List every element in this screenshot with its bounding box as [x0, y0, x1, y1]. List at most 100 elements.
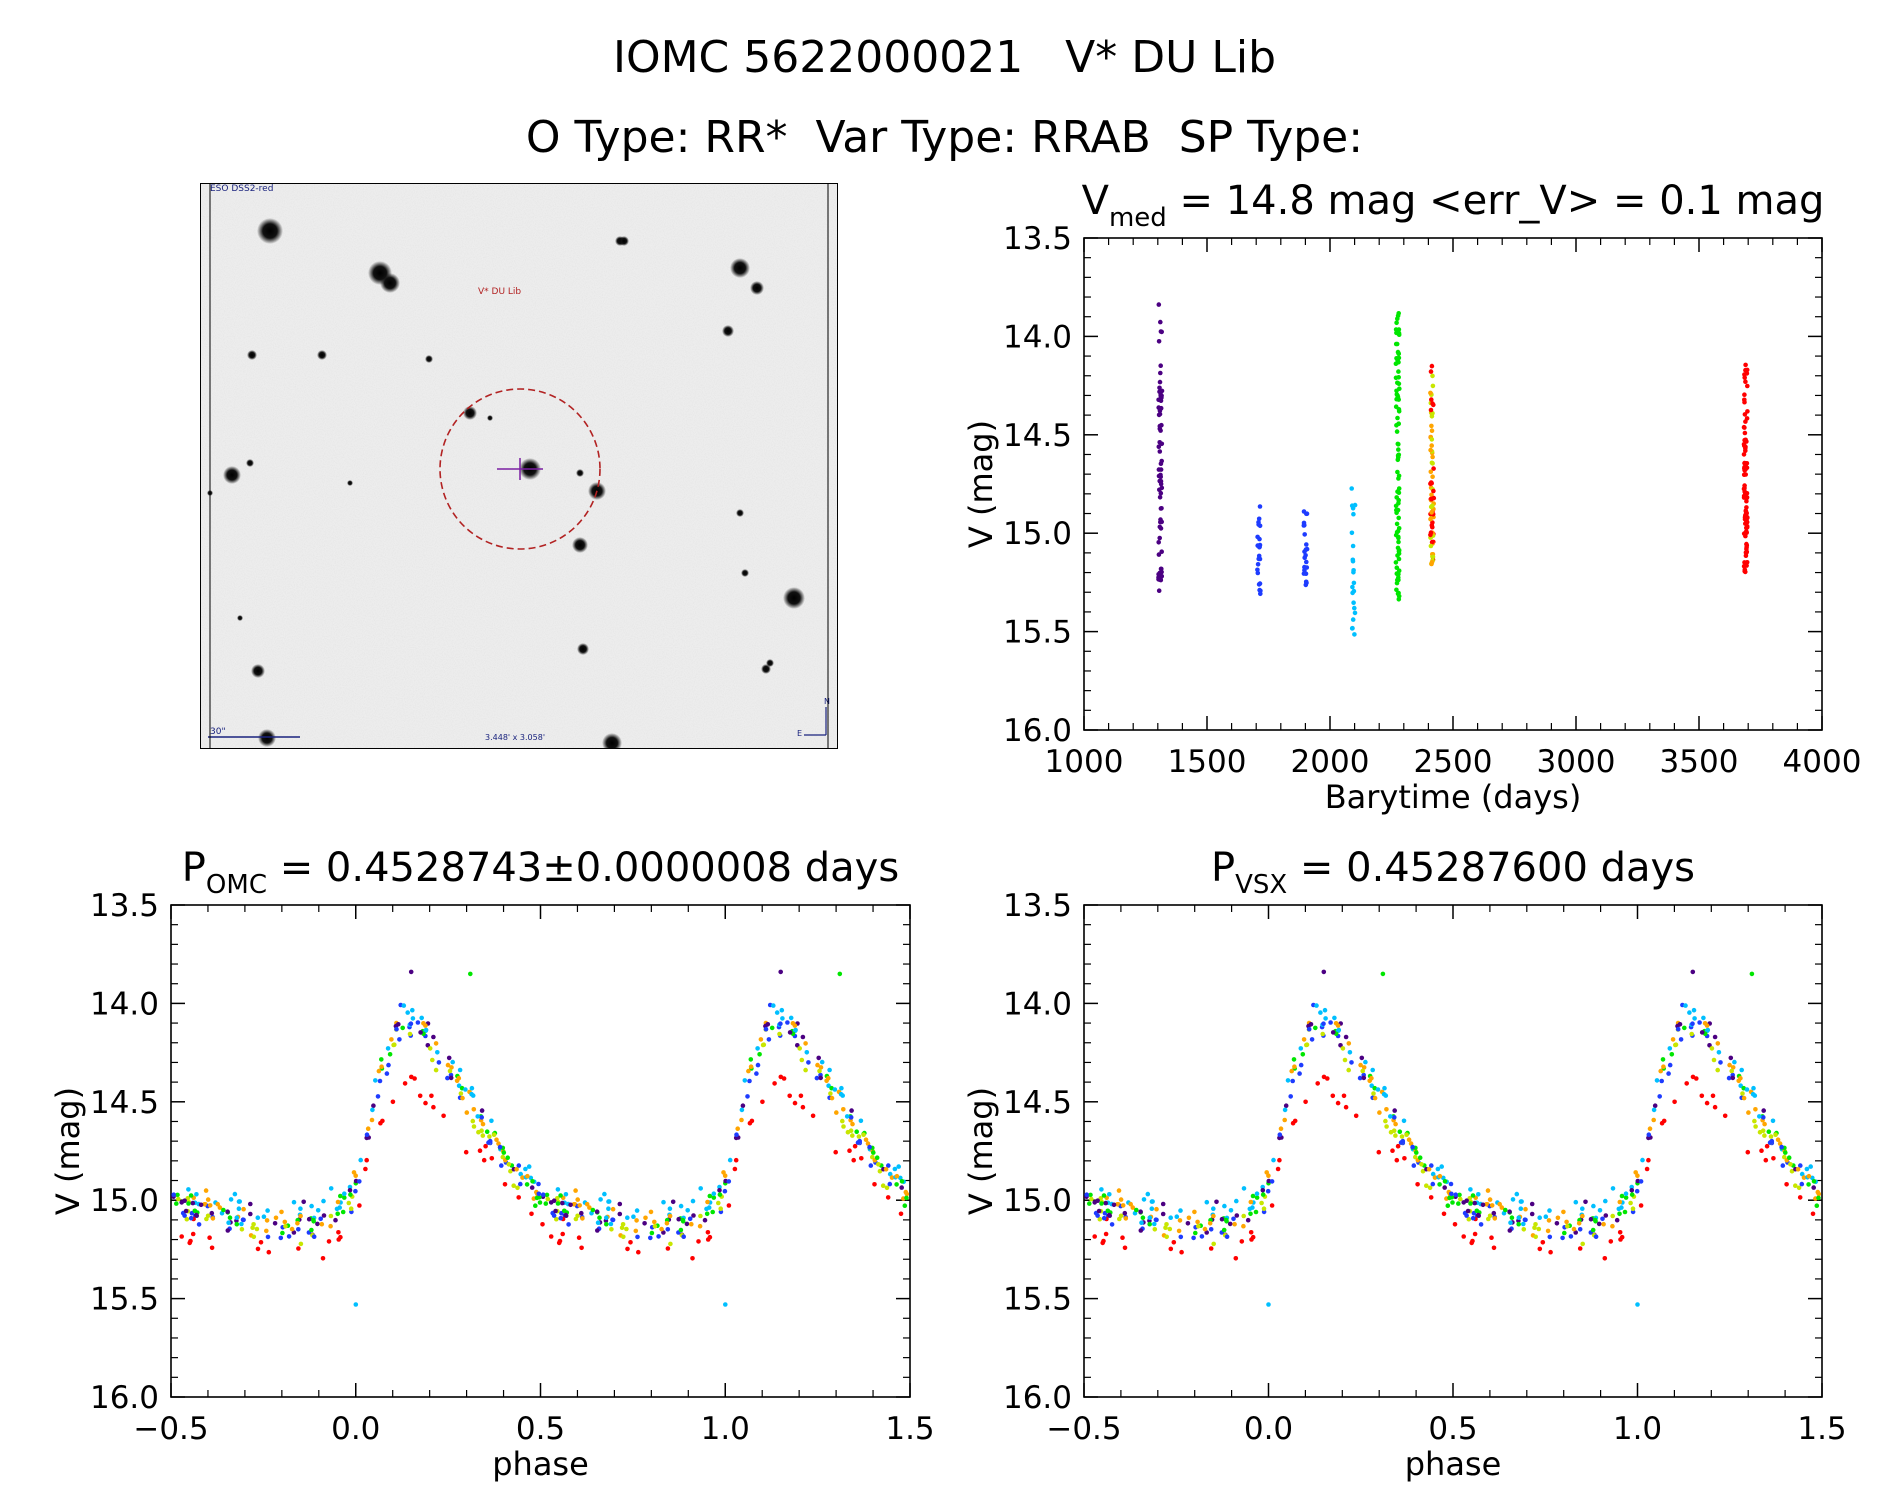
phase_vsx-point: [1321, 1021, 1326, 1026]
phase_vsx-point: [1171, 1240, 1177, 1245]
phase_omc-point: [861, 1132, 866, 1137]
phase_vsx-point: [1796, 1185, 1802, 1191]
lightcurve-point: [1156, 540, 1161, 545]
phase_omc-point: [468, 971, 473, 977]
phase_omc-point: [560, 1231, 565, 1237]
phase_omc-point: [899, 1179, 905, 1184]
phase_omc-point: [225, 1228, 231, 1233]
phase_omc-point: [740, 1103, 746, 1108]
phase_omc-point: [667, 1213, 673, 1219]
phase_omc-point: [298, 1241, 304, 1247]
phase_omc-point: [859, 1156, 864, 1161]
phase_omc-point: [207, 1235, 212, 1240]
phase_omc-point: [445, 1062, 451, 1068]
phase_omc-point: [705, 1199, 710, 1205]
phase_omc-point: [296, 1246, 301, 1251]
phase_omc-point: [309, 1227, 314, 1233]
lightcurve-ytick-label: 15.5: [1003, 615, 1072, 651]
phase_vsx-point: [1101, 1238, 1106, 1244]
lightcurve-point: [1744, 529, 1749, 534]
phase_vsx-point: [1383, 1118, 1388, 1124]
lightcurve-title-rest: = 14.8 mag <err_V> = 0.1 mag: [1167, 178, 1825, 224]
phase_vsx-point: [1122, 1210, 1128, 1216]
phase_omc-point: [726, 1179, 732, 1184]
lightcurve-point: [1741, 472, 1747, 478]
phase_vsx-point: [1154, 1217, 1159, 1223]
phase_vsx-xtick-label: −0.5: [1046, 1411, 1121, 1447]
phase_vsx-point: [1343, 1104, 1349, 1110]
phase_vsx-point: [1652, 1103, 1658, 1108]
lightcurve-point: [1302, 532, 1307, 537]
phase_vsx-point: [1372, 1095, 1378, 1101]
phase_omc-point: [291, 1230, 297, 1235]
phase_omc-point: [788, 1015, 794, 1021]
lightcurve-point: [1393, 532, 1399, 538]
phase_omc-point: [353, 1188, 358, 1194]
lightcurve-point: [1743, 419, 1748, 424]
phase_omc-point: [337, 1205, 343, 1210]
lightcurve-point: [1157, 495, 1163, 500]
phase_vsx-point: [1728, 1055, 1734, 1061]
phase_vsx-point: [1330, 1030, 1336, 1035]
phase_vsx-point: [1318, 1010, 1323, 1015]
phase_omc-point: [524, 1182, 530, 1187]
phase_omc-point: [902, 1203, 908, 1208]
phase_vsx-point: [1381, 1091, 1387, 1097]
lightcurve-point: [1393, 560, 1399, 565]
lightcurve-title-main: V: [1082, 178, 1110, 224]
lightcurve-point: [1743, 379, 1748, 385]
phase_vsx-point: [1103, 1200, 1108, 1206]
phase_omc-ytick-label: 14.0: [90, 986, 159, 1022]
phase_omc-point: [717, 1192, 723, 1197]
phase_vsx-ytick-label: 15.0: [1003, 1183, 1072, 1219]
phase_omc-point: [357, 1179, 362, 1184]
lightcurve-point: [1303, 582, 1309, 588]
phase_omc-point: [265, 1234, 271, 1240]
phase_omc-point: [685, 1208, 690, 1213]
phase_vsx-point: [1561, 1209, 1566, 1215]
phase_omc-point: [431, 1104, 436, 1110]
phase_vsx-point: [1288, 1094, 1293, 1099]
phase_vsx-point: [1259, 1200, 1264, 1206]
lightcurve-point: [1394, 521, 1400, 527]
phase_omc-point: [379, 1057, 384, 1062]
lightcurve-point: [1429, 414, 1435, 419]
phase_omc-ytick-label: 13.5: [90, 888, 159, 924]
phase_omc-point: [487, 1138, 493, 1144]
phase_vsx-point: [1651, 1107, 1657, 1113]
lightcurve-point: [1428, 469, 1434, 475]
phase_omc-point: [179, 1234, 184, 1239]
phase_omc-point: [342, 1191, 347, 1196]
phase_vsx-point: [1442, 1179, 1448, 1184]
phase_vsx-point: [1687, 1010, 1692, 1015]
phase_vsx-point: [1658, 1068, 1663, 1074]
lightcurve-point: [1258, 591, 1263, 597]
phase_omc-point: [558, 1193, 563, 1198]
phase_vsx-point: [1160, 1201, 1166, 1207]
phase_omc-point: [880, 1183, 886, 1188]
phase_vsx-point: [1629, 1188, 1635, 1193]
phase_omc-point: [190, 1200, 196, 1206]
phase_omc-point: [594, 1209, 600, 1214]
phase_omc-point: [427, 1046, 433, 1051]
phase_omc-point: [696, 1239, 701, 1244]
lightcurve-chart: Vmed = 14.8 mag <err_V> = 0.1 mag 1000 150…: [962, 178, 1861, 816]
phase_vsx-point: [1164, 1234, 1169, 1240]
phase_omc-point: [464, 1110, 470, 1115]
phase_omc-point: [734, 1132, 739, 1137]
phase_omc-point: [182, 1213, 187, 1218]
phase_vsx-point: [1402, 1156, 1407, 1161]
phase_omc-point: [555, 1196, 560, 1201]
lightcurve-point: [1303, 571, 1309, 576]
lightcurve-point: [1394, 565, 1400, 570]
lightcurve-point: [1742, 392, 1747, 398]
phase_vsx-point: [1335, 1023, 1341, 1028]
phase_omc-point: [717, 1184, 722, 1190]
phase_omc-point: [545, 1196, 551, 1202]
phase_vsx-point: [1622, 1209, 1628, 1215]
phase_vsx-point: [1419, 1162, 1424, 1167]
phase_omc-point: [634, 1208, 640, 1213]
phase_omc-point: [631, 1214, 636, 1219]
phase_omc-point: [358, 1157, 364, 1163]
phase_omc-point: [795, 1043, 800, 1048]
